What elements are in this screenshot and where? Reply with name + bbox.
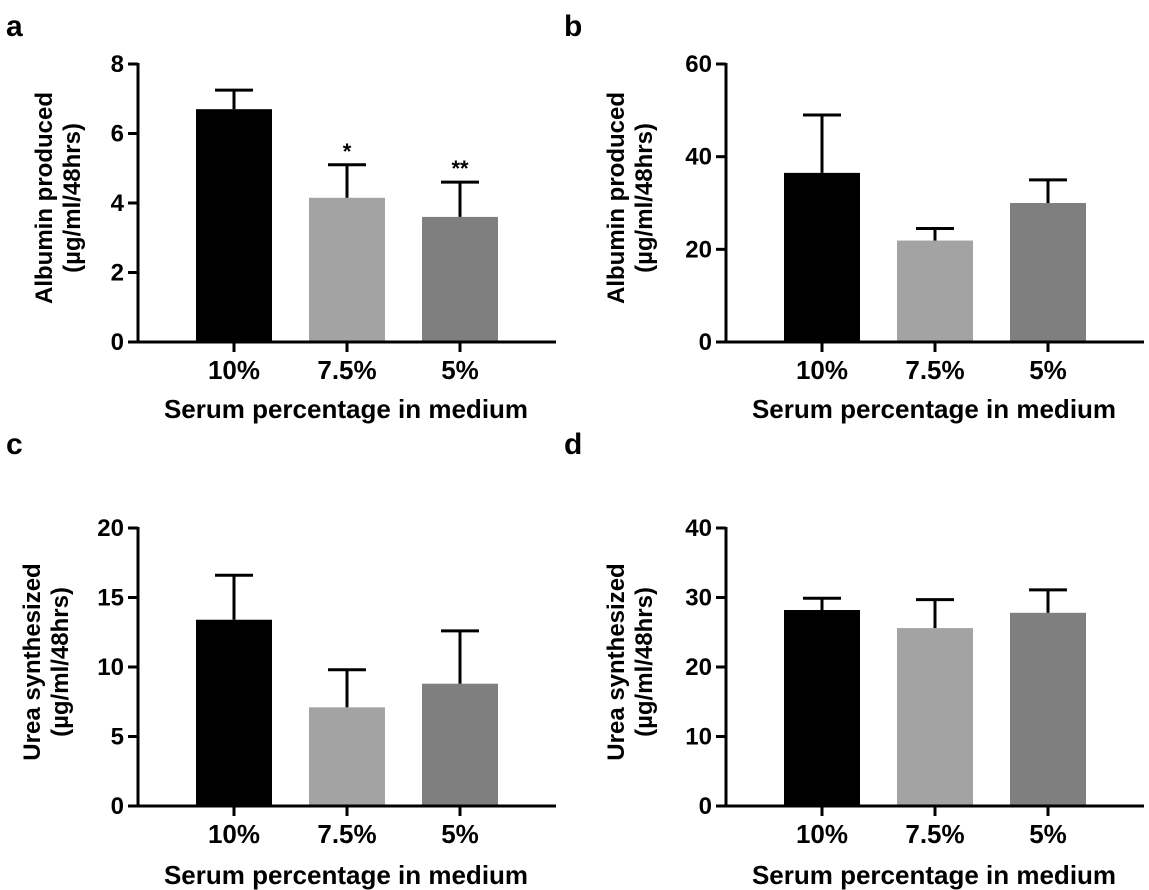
error-bar	[803, 596, 841, 611]
bar	[1010, 612, 1086, 806]
plot-area: 0 20 40 60 10% 7.5% 5%	[685, 51, 1144, 385]
bar	[784, 610, 860, 806]
x-tick-label: 7.5%	[905, 819, 964, 849]
x-tick-label: 7.5%	[317, 355, 376, 385]
y-axis-title-line-2: (µg/ml/48hrs)	[631, 587, 658, 737]
y-axis-title-line-1: Albumin produced	[603, 92, 630, 304]
error-bar	[328, 163, 366, 198]
plot-area: 0 10 20 30 40 10% 7.5% 5%	[685, 515, 1144, 849]
panel-letter: d	[564, 428, 582, 461]
y-axis-title-line-2: (µg/ml/48hrs)	[59, 123, 86, 273]
bar	[784, 172, 860, 342]
error-bar	[916, 226, 954, 241]
x-axis-title: Serum percentage in medium	[164, 394, 528, 424]
significance-marker: *	[343, 139, 352, 164]
error-bar	[215, 573, 253, 620]
error-bar	[328, 668, 366, 708]
y-tick-label: 2	[111, 260, 124, 287]
y-axis-title: Urea synthesized (µg/ml/48hrs)	[603, 563, 658, 760]
bar	[422, 683, 498, 806]
x-tick-label: 10%	[796, 819, 848, 849]
y-tick-label: 5	[111, 724, 124, 751]
plot-area: 0 5 10 15 20 10% 7.5% 5%	[97, 515, 556, 849]
bar	[1010, 203, 1086, 342]
x-tick-label: 5%	[1029, 819, 1067, 849]
x-tick-label: 10%	[208, 355, 260, 385]
x-tick-label: 10%	[796, 355, 848, 385]
y-axis-title-line-1: Urea synthesized	[19, 563, 46, 760]
bar	[196, 109, 272, 342]
error-bar	[916, 598, 954, 629]
y-tick-label: 0	[111, 793, 124, 820]
y-tick-label: 0	[699, 329, 712, 356]
bar	[422, 216, 498, 342]
y-tick-label: 30	[685, 585, 712, 612]
bar	[309, 197, 385, 342]
bar	[897, 628, 973, 806]
x-axis-title: Serum percentage in medium	[164, 860, 528, 890]
panel-b: b Albumin produced (µg/ml/48hrs) Serum p…	[564, 10, 1144, 424]
y-tick-label: 10	[685, 724, 712, 751]
y-axis-title: Albumin produced (µg/ml/48hrs)	[603, 92, 658, 304]
error-bar	[215, 88, 253, 110]
error-bar	[1029, 588, 1067, 613]
bar	[897, 240, 973, 342]
y-axis-title: Albumin produced (µg/ml/48hrs)	[31, 92, 86, 304]
x-tick-label: 7.5%	[905, 355, 964, 385]
panel-c: c Urea synthesized (µg/ml/48hrs) Serum p…	[6, 428, 556, 890]
x-tick-label: 5%	[441, 355, 479, 385]
error-bar	[441, 629, 479, 684]
y-tick-label: 6	[111, 121, 124, 148]
y-tick-label: 0	[111, 329, 124, 356]
y-axis-title: Urea synthesized (µg/ml/48hrs)	[19, 563, 74, 760]
y-axis-title-line-1: Urea synthesized	[603, 563, 630, 760]
panel-a: a Albumin produced (µg/ml/48hrs) Serum p…	[6, 10, 556, 424]
y-tick-label: 10	[97, 654, 124, 681]
panel-letter: c	[6, 428, 23, 461]
x-tick-label: 5%	[1029, 355, 1067, 385]
y-tick-label: 15	[97, 585, 124, 612]
y-tick-label: 40	[685, 144, 712, 171]
x-tick-label: 7.5%	[317, 819, 376, 849]
x-axis-title: Serum percentage in medium	[752, 860, 1116, 890]
y-axis-title-line-1: Albumin produced	[31, 92, 58, 304]
panel-letter: a	[6, 10, 23, 43]
x-axis-title: Serum percentage in medium	[752, 394, 1116, 424]
bar	[309, 707, 385, 806]
y-axis-title-line-2: (µg/ml/48hrs)	[47, 587, 74, 737]
y-tick-label: 20	[685, 654, 712, 681]
bar	[196, 619, 272, 806]
y-axis-title-line-2: (µg/ml/48hrs)	[631, 123, 658, 273]
y-tick-label: 8	[111, 51, 124, 78]
y-tick-label: 4	[111, 190, 125, 217]
y-tick-label: 60	[685, 51, 712, 78]
error-bar	[803, 113, 841, 173]
y-tick-label: 40	[685, 515, 712, 542]
panel-letter: b	[564, 10, 582, 43]
x-tick-label: 5%	[441, 819, 479, 849]
x-tick-label: 10%	[208, 819, 260, 849]
error-bar	[1029, 178, 1067, 203]
panel-d: d Urea synthesized (µg/ml/48hrs) Serum p…	[564, 428, 1144, 890]
significance-marker: **	[451, 156, 469, 181]
error-bar	[441, 180, 479, 217]
y-tick-label: 0	[699, 793, 712, 820]
y-tick-label: 20	[97, 515, 124, 542]
y-tick-label: 20	[685, 236, 712, 263]
